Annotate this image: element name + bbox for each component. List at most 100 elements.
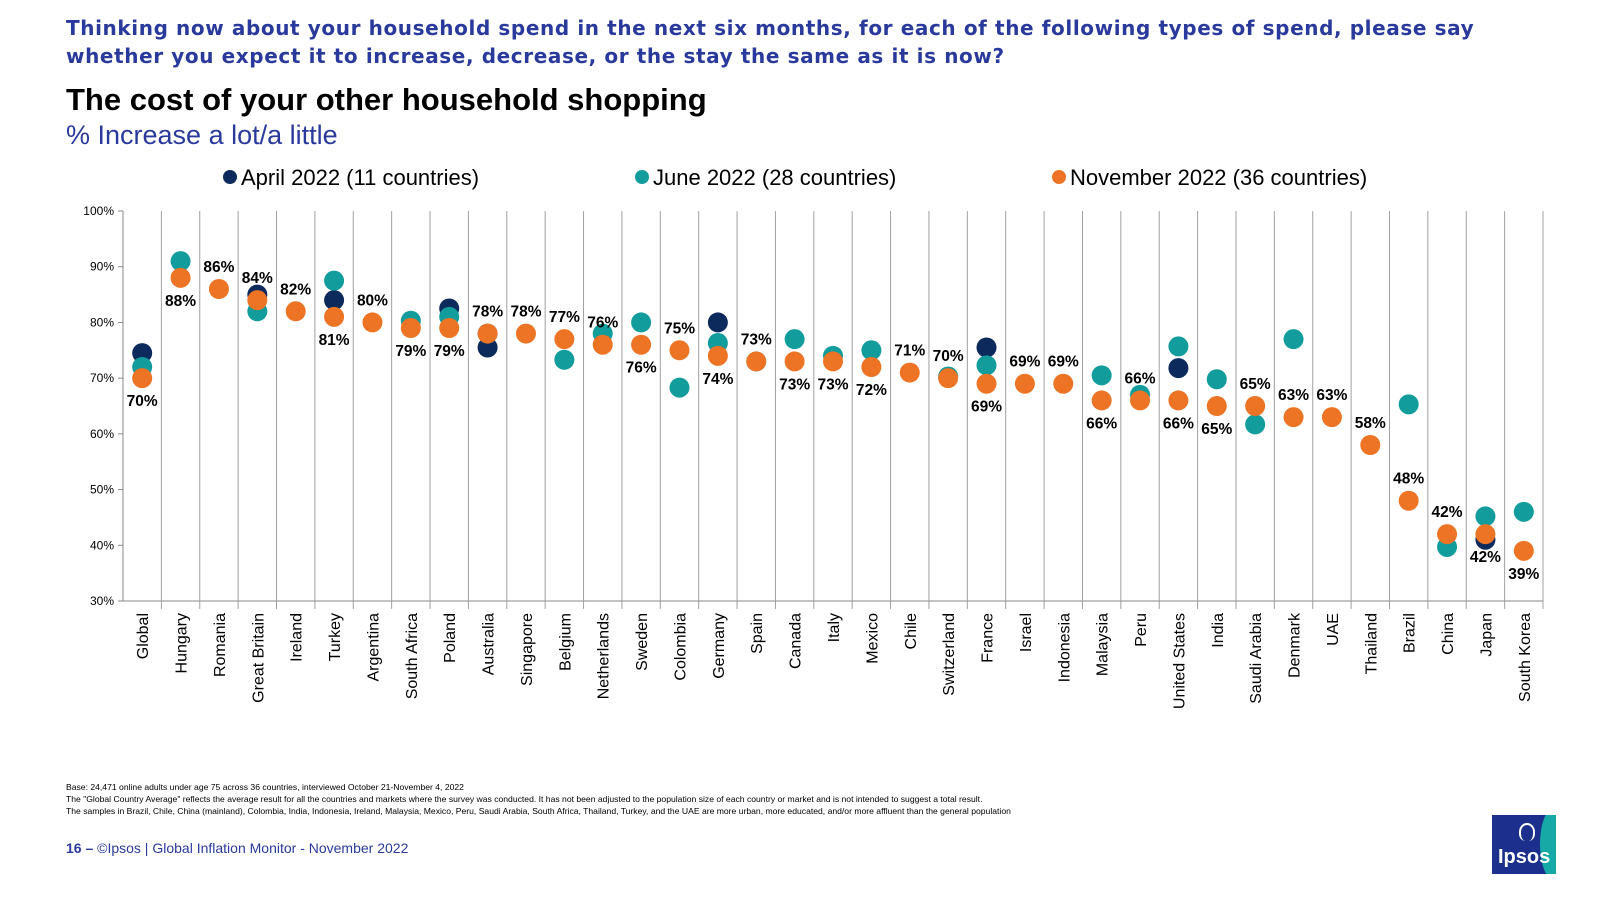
data-point [1398, 490, 1419, 511]
logo-mark-icon [1519, 823, 1535, 841]
data-label: 65% [1201, 421, 1232, 438]
x-tick-label: Colombia [672, 613, 689, 681]
data-point [976, 355, 997, 376]
x-tick-label: Hungary [174, 613, 191, 673]
data-point [1091, 365, 1112, 386]
data-point [1130, 390, 1151, 411]
data-label: 76% [587, 315, 618, 332]
x-tick-label: Canada [788, 613, 805, 669]
data-point [324, 290, 345, 311]
data-label: 69% [1048, 354, 1079, 371]
data-label: 70% [127, 393, 158, 410]
x-tick-label: India [1210, 613, 1227, 648]
x-tick-label: Turkey [327, 613, 344, 661]
data-label: 88% [165, 293, 196, 310]
data-label: 73% [779, 376, 810, 393]
data-point [477, 337, 498, 358]
data-point [1513, 540, 1534, 561]
footnote-base: Base: 24,471 online adults under age 75 … [66, 782, 464, 792]
x-tick-label: Switzerland [941, 613, 958, 696]
x-tick-label: Australia [481, 613, 498, 675]
data-point [707, 312, 728, 333]
data-point [592, 334, 613, 355]
data-point [746, 351, 767, 372]
data-point [247, 290, 268, 311]
data-point [208, 279, 229, 299]
x-tick-label: Netherlands [596, 613, 613, 699]
data-label: 81% [319, 332, 350, 349]
data-point [1245, 396, 1266, 416]
data-point [1168, 358, 1189, 379]
data-point [324, 306, 345, 327]
x-tick-label: Brazil [1402, 613, 1419, 653]
data-label: 42% [1432, 504, 1463, 521]
data-point [1091, 390, 1112, 411]
data-label: 73% [741, 331, 772, 348]
y-tick-label: 30% [90, 594, 114, 608]
data-label: 63% [1316, 387, 1347, 404]
x-tick-label: France [980, 613, 997, 663]
x-tick-label: Ireland [289, 613, 306, 662]
legend-dot-april [223, 170, 237, 185]
x-tick-label: Global [135, 613, 152, 659]
x-tick-label: Poland [442, 613, 459, 663]
data-label: 66% [1163, 415, 1194, 432]
x-tick-label: Germany [711, 613, 728, 679]
x-tick-label: Saudi Arabia [1248, 613, 1265, 704]
data-label: 80% [357, 292, 388, 309]
data-label: 71% [894, 343, 925, 360]
data-point [1321, 407, 1342, 428]
survey-question: Thinking now about your household spend … [66, 16, 1475, 68]
chart-legend: April 2022 (11 countries) June 2022 (28 … [0, 165, 1600, 195]
y-tick-label: 40% [90, 538, 114, 552]
legend-label-april: April 2022 (11 countries) [241, 165, 480, 190]
y-tick-label: 50% [90, 483, 114, 497]
page-footer: 16 – ©Ipsos | Global Inflation Monitor -… [66, 840, 408, 856]
data-point [669, 377, 690, 398]
data-label: 48% [1393, 471, 1424, 488]
data-point [1437, 524, 1458, 545]
x-tick-label: Singapore [519, 613, 536, 686]
data-point [477, 323, 498, 344]
x-tick-label: Great Britain [250, 613, 267, 703]
data-point [439, 318, 460, 338]
data-point [1168, 390, 1189, 411]
x-tick-label: Mexico [864, 613, 881, 664]
data-point [362, 312, 383, 333]
x-tick-label: China [1440, 613, 1457, 655]
legend-dot-november [1052, 170, 1066, 185]
data-point [707, 345, 728, 366]
y-tick-label: 80% [90, 315, 114, 329]
x-tick-label: Romania [212, 613, 229, 677]
data-point [1014, 373, 1035, 394]
data-point [1283, 329, 1304, 350]
data-point [784, 329, 805, 350]
data-point [631, 312, 652, 333]
footnotes: Base: 24,471 online adults under age 75 … [66, 781, 1011, 817]
data-point [823, 351, 843, 372]
x-tick-label: Denmark [1287, 612, 1304, 678]
legend-dot-june [635, 170, 649, 185]
data-point [554, 329, 575, 350]
chart-title: The cost of your other household shoppin… [66, 82, 707, 117]
x-tick-label: United States [1171, 613, 1188, 709]
x-tick-label: Peru [1133, 613, 1150, 647]
x-tick-label: Sweden [634, 613, 651, 671]
data-point [170, 267, 191, 288]
data-point [631, 334, 652, 355]
y-tick-label: 100% [83, 204, 114, 218]
data-point [1475, 524, 1496, 545]
data-label: 42% [1470, 549, 1501, 566]
x-tick-label: Malaysia [1095, 613, 1112, 676]
x-tick-label: Spain [749, 613, 766, 654]
data-label: 79% [395, 343, 426, 360]
x-tick-label: Thailand [1363, 613, 1380, 674]
data-point [285, 301, 306, 322]
x-tick-label: Israel [1018, 613, 1035, 652]
data-point [1360, 435, 1381, 455]
data-label: 86% [203, 259, 234, 276]
x-tick-label: South Africa [404, 613, 421, 699]
data-point [938, 368, 959, 389]
legend-item-june: June 2022 (28 countries) [635, 165, 896, 191]
data-point [1513, 501, 1534, 522]
